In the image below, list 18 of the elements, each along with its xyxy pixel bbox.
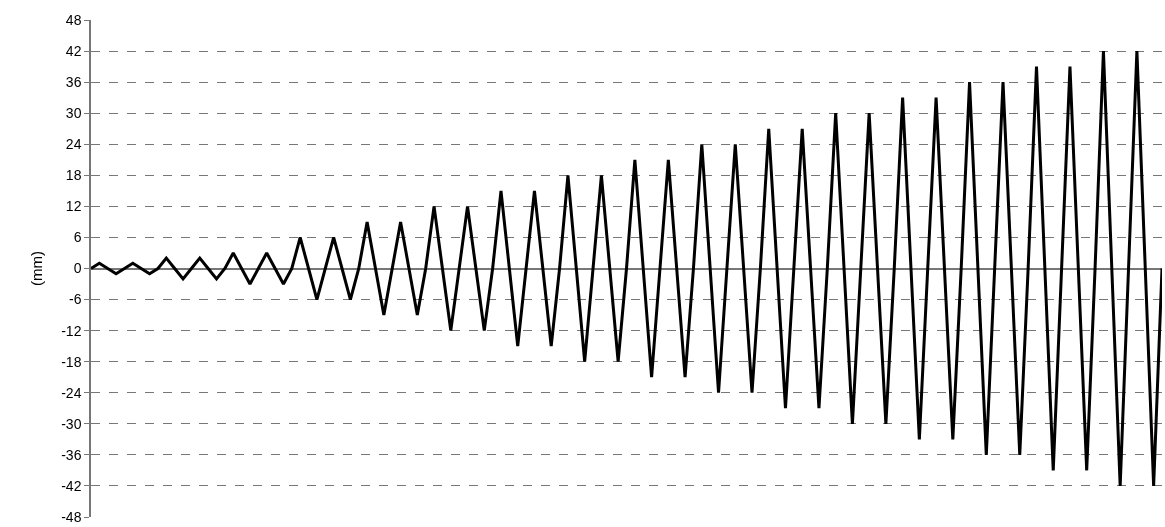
y-tick-label: 6 (73, 229, 82, 246)
y-tick-label: 24 (65, 136, 82, 153)
y-tick-label: 30 (65, 105, 82, 122)
y-tick-label: 12 (65, 198, 82, 215)
y-tick-label: 42 (65, 42, 82, 59)
y-tick-label: -12 (61, 322, 82, 339)
y-tick-label: -24 (61, 384, 82, 401)
y-tick-label: 18 (65, 167, 82, 184)
y-tick-label: -18 (61, 353, 82, 370)
y-tick-label: -42 (61, 477, 82, 494)
y-tick-label: -30 (61, 415, 82, 432)
y-tick-label: -36 (61, 446, 82, 463)
y-axis-title: (mm) (27, 251, 45, 286)
y-tick-label: -48 (61, 508, 82, 525)
y-tick-label: 48 (65, 11, 82, 28)
y-tick-label: 0 (73, 260, 82, 277)
y-tick-label: 36 (65, 74, 82, 91)
y-tick-label: -6 (69, 291, 82, 308)
